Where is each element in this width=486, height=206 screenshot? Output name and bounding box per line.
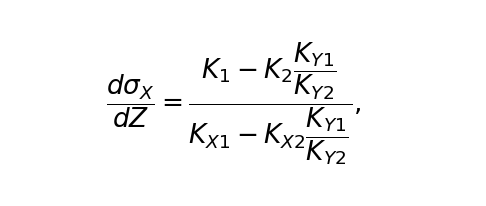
Text: $\dfrac{d\sigma_X}{dZ} = \dfrac{K_1 - K_2\dfrac{K_{Y1}}{K_{Y2}}}{K_{X1} - K_{X2}: $\dfrac{d\sigma_X}{dZ} = \dfrac{K_1 - K_… bbox=[105, 40, 361, 166]
